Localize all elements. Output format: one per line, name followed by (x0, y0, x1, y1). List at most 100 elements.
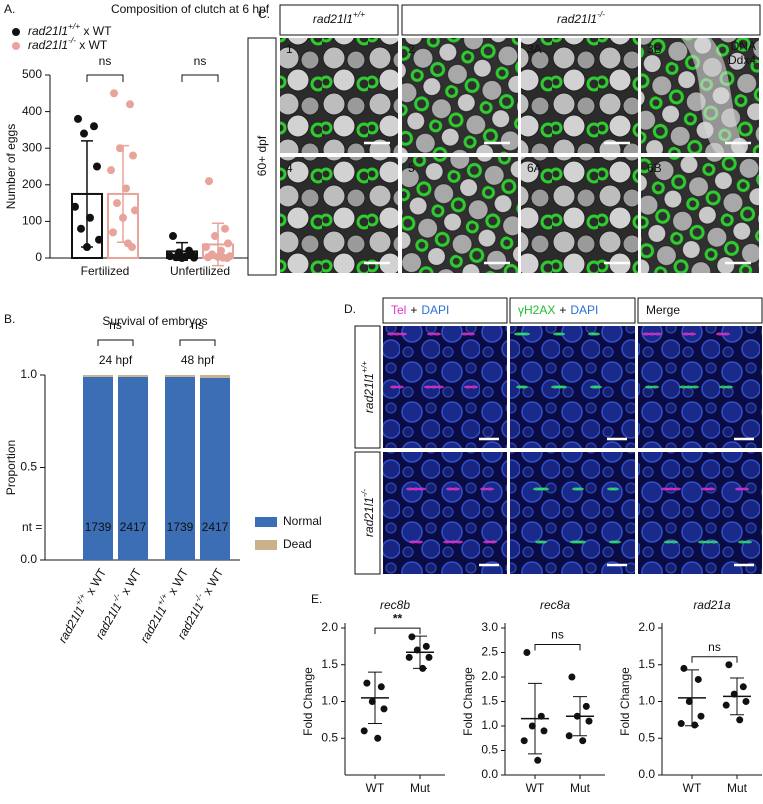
data-point (568, 673, 576, 681)
signal (698, 540, 706, 544)
signal (611, 487, 619, 491)
data-point (377, 683, 385, 691)
bar-segment (165, 376, 195, 560)
signal (489, 540, 497, 544)
signal (688, 332, 696, 336)
signal (396, 385, 404, 389)
error-bar (413, 635, 427, 669)
error-bar (528, 682, 542, 755)
data-point (129, 151, 137, 160)
data-point (523, 649, 531, 656)
data-point (691, 721, 699, 729)
signal (418, 487, 426, 491)
data-point (579, 737, 587, 745)
chart-title: Survival of embryos (102, 314, 207, 328)
micrograph (402, 157, 518, 273)
error-bar (573, 696, 587, 737)
signal (642, 332, 650, 336)
y-axis-label: Fold Change (618, 667, 632, 736)
chart-title: rec8b (380, 598, 410, 612)
signal (679, 385, 687, 389)
legend-label: rad21l1+/+ x WT (28, 21, 112, 38)
channel-legend: DNA (731, 39, 756, 53)
signal (704, 540, 712, 544)
x-tick-label: Fertilized (81, 264, 130, 278)
data-point (540, 727, 548, 735)
chart-title: Composition of clutch at 6 hpf (111, 2, 270, 16)
data-point (422, 642, 430, 650)
signal (691, 385, 699, 389)
data-point (80, 129, 88, 138)
header-part: DAPI (570, 303, 598, 317)
signal (424, 385, 432, 389)
signal (557, 332, 565, 336)
data-point (116, 144, 124, 153)
legend-marker (12, 28, 20, 36)
tile-label: 2 (408, 42, 415, 56)
bar-segment (118, 376, 148, 560)
y-tick-label: 0.5 (481, 743, 498, 757)
tile-label: 6B (647, 161, 662, 175)
signal (725, 385, 733, 389)
y-axis-label: Number of eggs (4, 124, 18, 209)
signal (578, 540, 586, 544)
significance-label: ns (708, 640, 721, 654)
signal (467, 332, 475, 336)
data-point (95, 235, 103, 244)
data-point (224, 239, 232, 248)
data-point (86, 213, 94, 222)
side-box (354, 325, 381, 449)
row-header: rad21l1-/- (359, 489, 376, 537)
data-point (677, 720, 685, 728)
data-point (204, 253, 212, 262)
y-tick-label: 2.0 (481, 669, 498, 683)
data-point (217, 246, 225, 255)
micrograph (280, 157, 398, 273)
signal (738, 540, 746, 544)
micrograph (641, 157, 759, 273)
header-box (401, 4, 761, 36)
data-point (363, 679, 371, 687)
micrograph (402, 38, 518, 153)
bar-segment (200, 375, 230, 378)
data-point (74, 114, 82, 123)
y-tick-label: 300 (22, 140, 42, 154)
data-point (380, 705, 388, 713)
signal (393, 332, 401, 336)
significance-bracket (97, 339, 134, 346)
y-tick-label: 0.0 (481, 767, 498, 781)
side-box (354, 451, 381, 575)
signal (541, 487, 549, 491)
data-point (722, 701, 730, 709)
signal (412, 487, 420, 491)
header-box (279, 4, 399, 36)
data-point (739, 683, 747, 691)
data-point (90, 122, 98, 131)
column-header: Merge (646, 303, 680, 317)
signal (716, 332, 724, 336)
data-point (425, 653, 433, 661)
significance-label: ns (99, 54, 112, 68)
data-point (736, 716, 744, 724)
signal (455, 540, 463, 544)
signal (735, 487, 743, 491)
data-point (520, 737, 528, 745)
data-point (205, 177, 213, 186)
column-header: Tel + DAPI (391, 303, 449, 317)
data-point (742, 698, 750, 705)
legend-label: Normal (283, 514, 322, 528)
legend-swatch (255, 517, 277, 527)
data-point (565, 732, 573, 740)
side-label: 60+ dpf (255, 135, 269, 176)
data-point (405, 653, 413, 661)
micrograph (383, 452, 507, 574)
significance-label: ns (191, 318, 204, 332)
signal (744, 540, 752, 544)
signal (443, 540, 451, 544)
x-tick-label: WT (366, 781, 385, 795)
signal (449, 540, 457, 544)
bar-segment (200, 377, 230, 560)
micrograph (521, 157, 638, 273)
signal (486, 487, 494, 491)
tile-label: 6A (527, 161, 542, 175)
